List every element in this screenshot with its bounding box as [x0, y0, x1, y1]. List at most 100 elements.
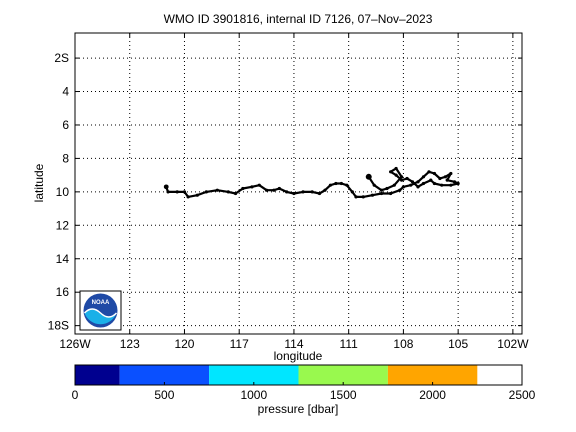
y-tick-label: 10 [56, 185, 70, 199]
profile-point [372, 183, 376, 187]
x-tick-label: 114 [284, 337, 303, 351]
colorbar-bin [75, 365, 120, 385]
noaa-logo-text: NOAA [92, 300, 110, 306]
profile-point [379, 191, 384, 196]
chart-title: WMO ID 3901816, internal ID 7126, 07–Nov… [164, 12, 433, 26]
profile-point [385, 186, 389, 191]
profile-point [449, 183, 453, 187]
colorbar-tick-label: 0 [72, 388, 79, 402]
colorbar: 0 500 1000 1500 2000 2500 pressure [dbar] [72, 364, 536, 416]
profile-point [339, 181, 343, 186]
profile-point [334, 181, 338, 186]
profile-point [345, 183, 349, 187]
profile-point [421, 181, 426, 186]
profile-point [257, 183, 261, 187]
profile-point [410, 180, 415, 184]
profile-point [226, 190, 230, 194]
colorbar-bin [298, 365, 388, 385]
profile-point [310, 190, 314, 194]
x-tick-label: 126W [59, 337, 91, 351]
colorbar-border [74, 364, 523, 386]
x-tick-label: 102W [497, 337, 529, 351]
y-tick-label: 12 [56, 218, 70, 232]
x-tick-label: 105 [448, 337, 468, 351]
y-tick-label: 2S [54, 51, 69, 65]
x-tick-label: 117 [230, 337, 249, 351]
profile-point [233, 191, 238, 196]
colorbar-tick-label: 1500 [330, 388, 357, 402]
x-tick-label: 123 [120, 337, 140, 351]
colorbar-tick-label: 1000 [240, 388, 267, 402]
colorbar-bins [75, 365, 478, 385]
profile-point [416, 180, 420, 184]
y-tick-label: 18S [48, 319, 69, 333]
x-axis-label: longitude [274, 349, 323, 363]
colorbar-tick-label: 2500 [509, 388, 536, 402]
profile-point [394, 173, 398, 177]
profile-point [399, 178, 404, 182]
y-tick-label: 6 [62, 118, 69, 132]
trajectory-start-marker [163, 184, 169, 190]
profile-point [392, 183, 396, 187]
y-axis-label: latitude [32, 163, 46, 202]
profile-point [272, 188, 276, 192]
plot-border [74, 32, 523, 335]
profile-point [379, 188, 384, 192]
profile-point [443, 175, 447, 179]
x-axis: 126W 123 120 117 114 111 108 105 102W [59, 33, 529, 351]
profile-point [195, 193, 199, 197]
float-trajectory [163, 166, 460, 199]
profile-point [317, 191, 322, 196]
profile-point [370, 193, 374, 197]
colorbar-bin [387, 365, 478, 385]
profile-point [432, 171, 437, 176]
profile-point [389, 191, 393, 196]
profile-point [427, 170, 431, 174]
profile-point [394, 166, 398, 171]
profile-point [175, 190, 179, 194]
grid-lines [74, 33, 522, 334]
profile-point [182, 190, 187, 194]
profile-point [204, 190, 208, 194]
profile-point [398, 188, 402, 192]
profile-point [432, 181, 437, 186]
y-tick-label: 4 [62, 85, 69, 99]
profile-point [166, 190, 170, 194]
y-tick-label: 16 [56, 285, 70, 299]
y-tick-label: 8 [62, 151, 69, 165]
x-tick-label: 120 [174, 337, 194, 351]
colorbar-label: pressure [dbar] [258, 402, 339, 416]
profile-point [264, 188, 269, 192]
colorbar-tick-label: 500 [154, 388, 174, 402]
colorbar-bin [209, 365, 299, 385]
profile-point [445, 178, 449, 182]
profile-point [409, 183, 413, 187]
profile-point [421, 175, 426, 179]
profile-point [416, 185, 420, 189]
noaa-logo: NOAA [79, 290, 122, 331]
profile-point [323, 188, 327, 192]
x-tick-label: 111 [340, 337, 359, 351]
colorbar-tick-label: 2000 [419, 388, 446, 402]
profile-point [186, 195, 190, 199]
y-axis: 2S 4 6 8 10 12 14 16 18S [48, 51, 522, 333]
profile-point [401, 185, 406, 189]
profile-point [429, 178, 433, 182]
profile-point [301, 190, 305, 194]
profile-point [438, 176, 442, 181]
profile-point [452, 180, 457, 184]
profile-point [456, 181, 460, 186]
profile-point [354, 195, 358, 199]
profile-point [399, 175, 404, 179]
profile-point [277, 186, 281, 191]
profile-point [292, 191, 296, 196]
x-tick-label: 108 [393, 337, 413, 351]
profile-point [328, 183, 333, 187]
profile-point [241, 186, 245, 191]
profile-point [285, 190, 289, 194]
y-tick-label: 14 [56, 252, 70, 266]
profile-point [350, 190, 354, 194]
profile-point [449, 171, 453, 176]
colorbar-bin [119, 365, 210, 385]
